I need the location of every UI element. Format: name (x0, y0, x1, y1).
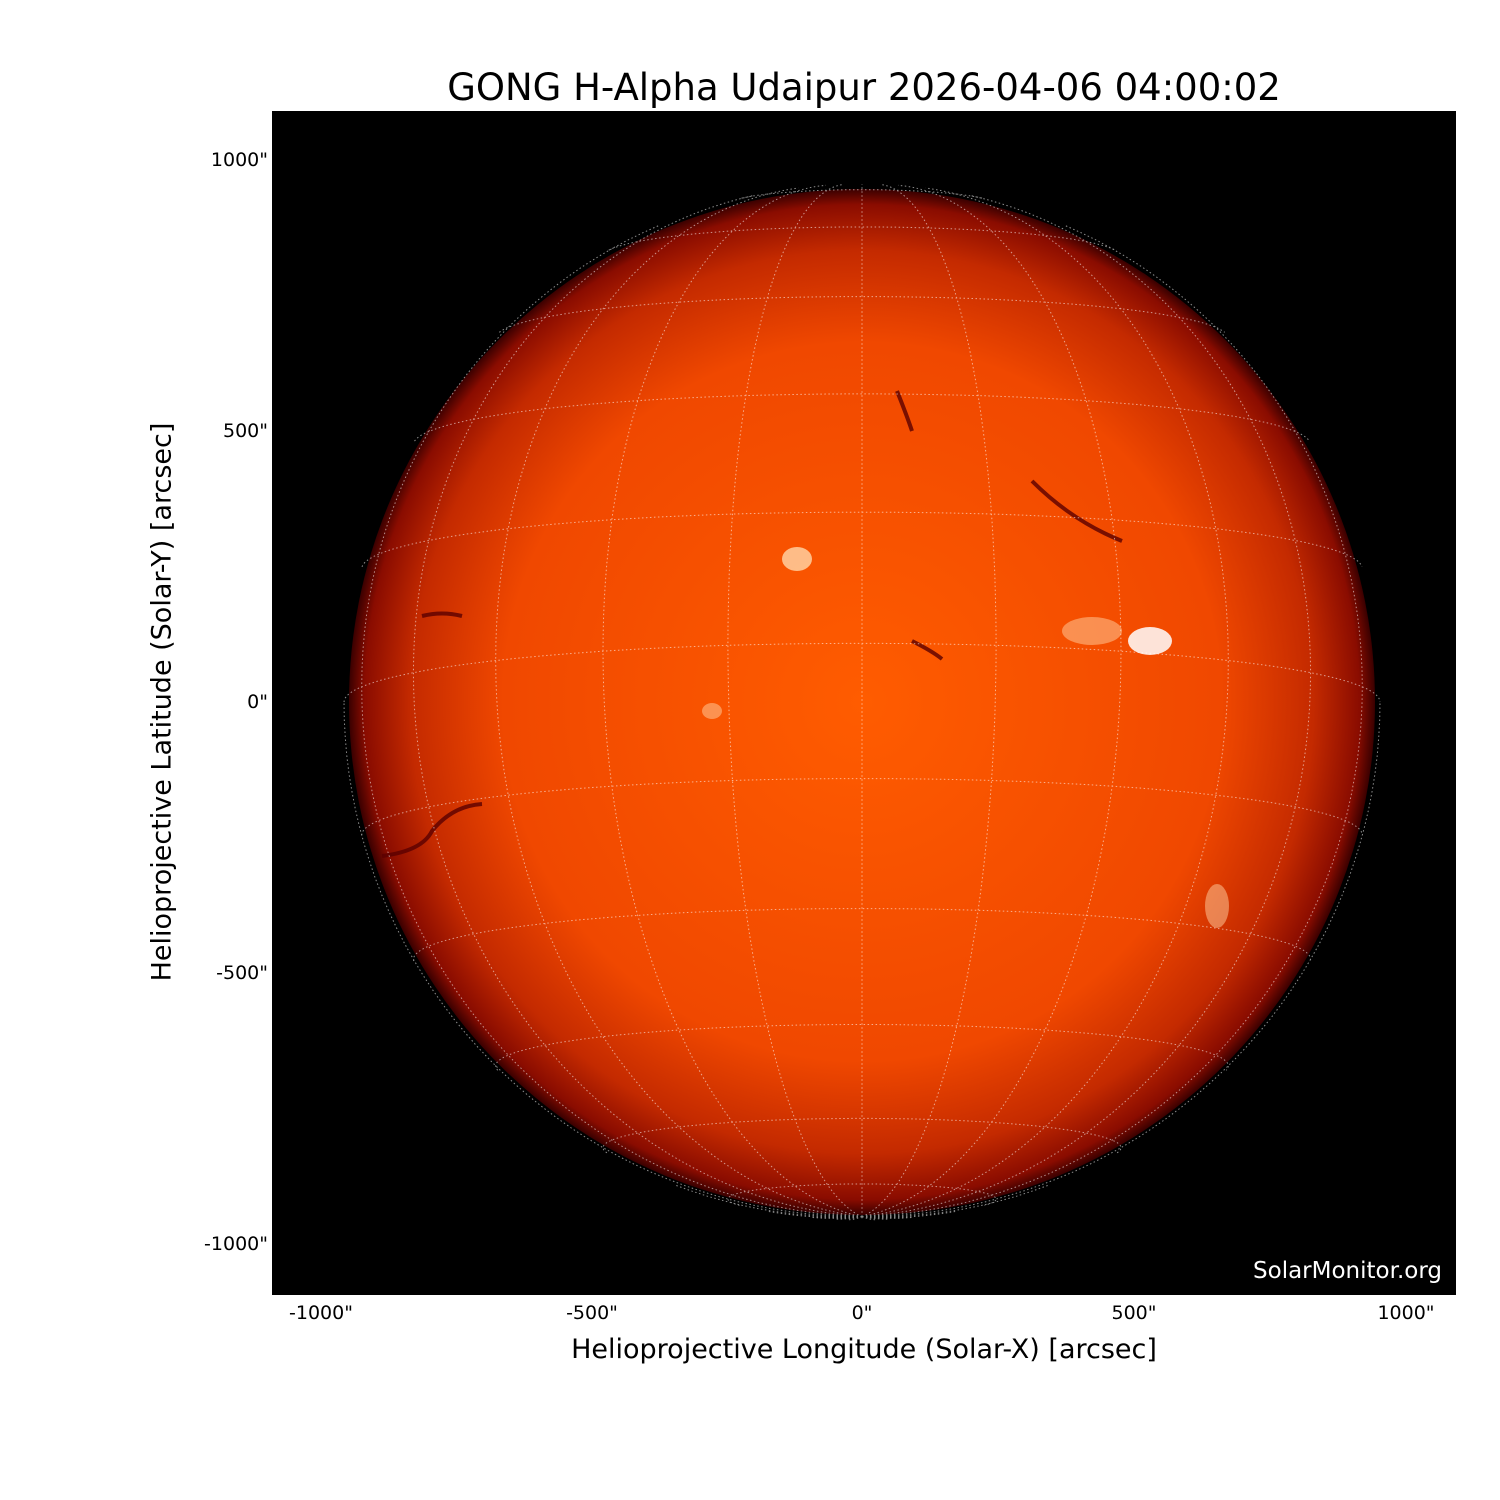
filaments (381, 390, 1123, 858)
y-tick-label: 0" (247, 691, 268, 713)
solar-image-axes: SolarMonitor.org (272, 111, 1456, 1295)
y-tick-label: -1000" (204, 1233, 268, 1255)
x-tick-label: 500" (1111, 1302, 1157, 1324)
longitude-line (861, 184, 997, 1218)
x-tick-label: -500" (566, 1302, 618, 1324)
y-tick-label: -500" (216, 962, 268, 984)
longitude-line (847, 1216, 863, 1221)
latitude-line (727, 1183, 997, 1206)
solar-disk-image: SolarMonitor.org (343, 184, 1442, 1284)
longitude-line (861, 187, 1229, 1218)
plot-title: GONG H-Alpha Udaipur 2026-04-06 04:00:02 (447, 66, 1281, 109)
latitude-line (414, 393, 1310, 442)
latitude-line (412, 908, 1312, 962)
longitude-line (861, 1216, 914, 1219)
longitude-line (861, 1216, 877, 1221)
x-tick-label: -1000" (289, 1302, 353, 1324)
longitude-line (861, 195, 1312, 1218)
longitude-line (861, 184, 1122, 1218)
longitude-line (602, 184, 863, 1218)
x-tick-label: 0" (851, 1302, 873, 1324)
latitude-line (495, 1024, 1229, 1071)
latitude-line (741, 189, 983, 199)
longitude-line (495, 187, 863, 1218)
y-tick-label: 500" (222, 420, 268, 442)
latitude-line (361, 778, 1363, 836)
plage-regions (702, 547, 1229, 928)
y-axis-label: Helioprojective Latitude (Solar-Y) [arcs… (146, 422, 178, 982)
longitude-line (727, 184, 863, 1218)
y-tick-label: 1000" (210, 149, 268, 171)
x-axis-label: Helioprojective Longitude (Solar-X) [arc… (571, 1334, 1157, 1365)
longitude-line (861, 1184, 1050, 1218)
longitude-line (674, 1184, 863, 1218)
longitude-line (361, 225, 863, 1218)
longitude-line (861, 225, 1363, 1218)
longitude-line (861, 1216, 890, 1220)
longitude-line (412, 195, 863, 1218)
x-tick-label: 1000" (1377, 1302, 1435, 1324)
longitude-line (343, 701, 863, 1218)
longitude-line (861, 701, 1381, 1218)
sun-disk (349, 189, 1375, 1215)
heliographic-grid (343, 184, 1381, 1221)
watermark: SolarMonitor.org (1253, 1258, 1442, 1284)
